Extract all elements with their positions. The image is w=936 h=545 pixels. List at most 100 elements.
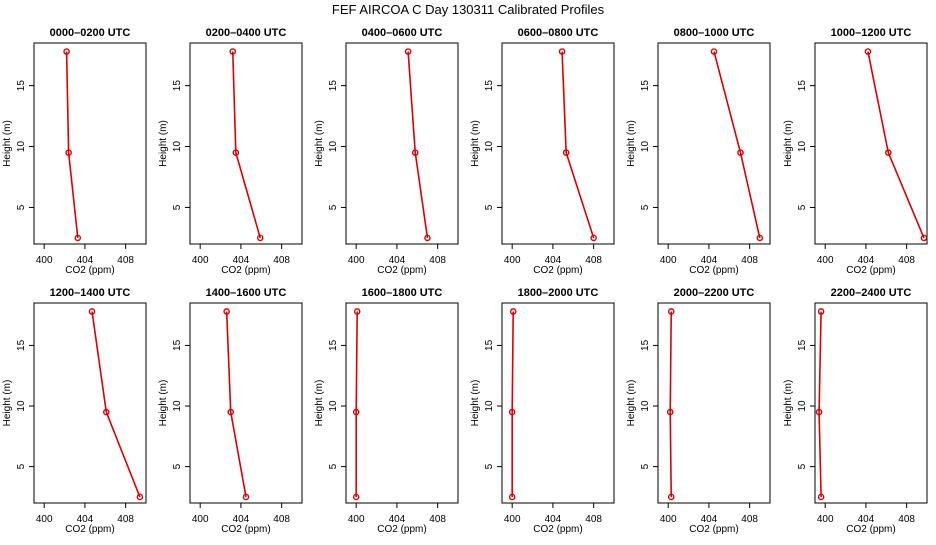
panel-title: 1800–2000 UTC (518, 287, 599, 299)
y-tick-label: 15 (640, 80, 651, 92)
y-tick-label: 5 (484, 204, 495, 210)
y-tick-label: 15 (484, 339, 495, 351)
profile-point (667, 493, 675, 501)
x-tick-label: 404 (701, 514, 718, 525)
x-tick-label: 400 (348, 514, 365, 525)
profile-point (352, 408, 360, 416)
x-tick-label: 408 (273, 255, 290, 266)
x-axis-label: CO2 (ppm) (65, 265, 114, 276)
x-axis-label: CO2 (ppm) (221, 265, 270, 276)
x-tick-label: 404 (858, 255, 875, 266)
figure-title: FEF AIRCOA C Day 130311 Calibrated Profi… (332, 2, 605, 17)
panels: 0000–0200 UTC 400 404 408 5 10 15 CO2 (ppm) Heig… (2, 27, 928, 535)
y-axis-label: Height (m) (314, 380, 325, 427)
y-tick-label: 5 (328, 463, 339, 469)
y-axis-label: Height (m) (158, 380, 169, 427)
x-tick-label: 400 (817, 514, 834, 525)
profile-line (231, 51, 262, 239)
panel-title: 0200–0400 UTC (206, 27, 287, 39)
profile-line (713, 51, 761, 239)
y-tick-label: 10 (797, 400, 808, 412)
profile-point (508, 408, 516, 416)
x-axis-label: CO2 (ppm) (221, 524, 270, 535)
x-tick-label: 408 (741, 255, 758, 266)
panel-7: 1200–1400 UTC 400 404 408 5 10 15 CO2 (ppm) Heig… (2, 287, 147, 535)
y-tick-label: 10 (16, 400, 27, 412)
profile-line (225, 311, 247, 498)
y-tick-label: 15 (16, 339, 27, 351)
plot-frame (33, 42, 147, 245)
profile-point (817, 493, 825, 501)
y-tick-label: 5 (797, 204, 808, 210)
panel-title: 1400–1600 UTC (206, 287, 287, 299)
x-axis-label: CO2 (ppm) (689, 524, 738, 535)
profile-point (102, 408, 110, 416)
y-axis-label: Height (m) (158, 120, 169, 167)
y-tick-label: 15 (172, 339, 183, 351)
y-tick-label: 10 (172, 141, 183, 153)
x-tick-label: 408 (429, 514, 446, 525)
profile-point (509, 308, 517, 315)
plot-frame (189, 42, 303, 245)
x-tick-label: 400 (192, 255, 209, 266)
x-tick-label: 400 (660, 514, 677, 525)
x-tick-label: 404 (233, 514, 250, 525)
plot-frame (657, 42, 771, 245)
y-tick-label: 10 (484, 141, 495, 153)
panel-11: 2000–2200 UTC 400 404 408 5 10 15 CO2 (ppm) Heig… (626, 287, 771, 535)
y-tick-label: 15 (328, 80, 339, 92)
x-tick-label: 404 (389, 514, 406, 525)
panel-title: 1000–1200 UTC (831, 27, 912, 39)
y-tick-label: 10 (328, 400, 339, 412)
profile-point (920, 234, 928, 242)
x-tick-label: 408 (741, 514, 758, 525)
y-axis-label: Height (m) (2, 380, 13, 427)
profile-point (88, 308, 96, 315)
profile-point (756, 234, 764, 242)
x-axis-label: CO2 (ppm) (846, 265, 895, 276)
x-axis-label: CO2 (ppm) (377, 524, 426, 535)
panel-8: 1400–1600 UTC 400 404 408 5 10 15 CO2 (ppm) Heig… (158, 287, 303, 535)
profile-point (256, 234, 264, 242)
profile-point (508, 493, 516, 501)
profile-point (74, 234, 82, 242)
panel-title: 1200–1400 UTC (50, 287, 131, 299)
y-tick-label: 15 (328, 339, 339, 351)
x-tick-label: 404 (545, 255, 562, 266)
profile-point (817, 308, 825, 315)
profile-line (818, 311, 822, 497)
profile-point (229, 48, 237, 55)
profile-line (91, 311, 141, 498)
profile-line (65, 51, 79, 238)
y-tick-label: 10 (640, 141, 651, 153)
panel-title: 2200–2400 UTC (831, 287, 912, 299)
x-tick-label: 404 (858, 514, 875, 525)
x-tick-label: 408 (117, 255, 134, 266)
panel-title: 0400–0600 UTC (362, 27, 443, 39)
y-tick-label: 5 (328, 204, 339, 210)
plot-frame (814, 302, 928, 504)
x-tick-label: 408 (585, 514, 602, 525)
x-tick-label: 404 (701, 255, 718, 266)
panel-title: 0600–0800 UTC (518, 27, 599, 39)
x-tick-label: 408 (429, 255, 446, 266)
plot-frame (501, 42, 615, 245)
plot-frame (501, 302, 615, 504)
y-axis-label: Height (m) (2, 120, 13, 167)
y-tick-label: 5 (640, 204, 651, 210)
x-tick-label: 400 (348, 255, 365, 266)
x-tick-label: 408 (898, 255, 915, 266)
x-axis-label: CO2 (ppm) (689, 265, 738, 276)
x-axis-label: CO2 (ppm) (533, 265, 582, 276)
panel-6: 1000–1200 UTC 400 404 408 5 10 15 CO2 (ppm) Heig… (783, 27, 928, 276)
profile-line (867, 51, 925, 239)
profile-point (353, 308, 361, 315)
profile-point (65, 149, 72, 156)
profile-point (424, 234, 431, 242)
y-tick-label: 5 (16, 463, 27, 469)
plot-frame (814, 42, 928, 245)
x-tick-label: 408 (898, 514, 915, 525)
profile-point (136, 493, 144, 501)
profile-point (558, 48, 566, 55)
